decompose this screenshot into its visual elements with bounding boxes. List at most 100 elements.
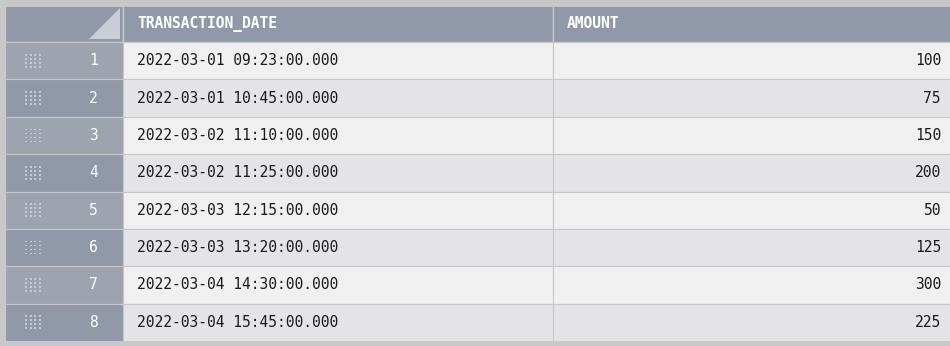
Bar <box>34 316 36 317</box>
Bar <box>26 91 28 93</box>
Text: 2022-03-02 11:25:00.000: 2022-03-02 11:25:00.000 <box>137 165 338 180</box>
Bar <box>26 207 28 209</box>
Bar <box>26 166 28 168</box>
Bar <box>29 174 31 176</box>
Bar <box>39 174 41 176</box>
Bar <box>39 319 41 321</box>
Bar <box>29 203 31 205</box>
Bar <box>26 103 28 105</box>
Bar <box>34 170 36 172</box>
Bar <box>5 304 123 341</box>
Text: 7: 7 <box>89 277 98 292</box>
Text: 125: 125 <box>915 240 941 255</box>
Bar <box>5 117 123 154</box>
Text: AMOUNT: AMOUNT <box>567 16 619 31</box>
Bar <box>123 191 553 229</box>
Bar <box>29 66 31 67</box>
Bar <box>29 290 31 292</box>
Bar <box>5 42 123 79</box>
Bar <box>26 286 28 288</box>
Text: 2022-03-04 15:45:00.000: 2022-03-04 15:45:00.000 <box>137 315 338 330</box>
Bar <box>34 253 36 254</box>
Bar <box>39 324 41 325</box>
Bar <box>39 286 41 288</box>
Bar <box>26 211 28 213</box>
Bar <box>29 95 31 97</box>
Bar <box>29 249 31 251</box>
Bar <box>553 229 950 266</box>
Text: 1: 1 <box>89 53 98 68</box>
Bar <box>553 191 950 229</box>
Text: 2022-03-02 11:10:00.000: 2022-03-02 11:10:00.000 <box>137 128 338 143</box>
Bar <box>34 140 36 142</box>
Bar <box>26 319 28 321</box>
Bar <box>39 137 41 138</box>
Bar <box>123 154 553 191</box>
Bar <box>29 91 31 93</box>
Bar <box>29 137 31 138</box>
Bar <box>34 95 36 97</box>
Bar <box>34 249 36 251</box>
Bar <box>34 241 36 243</box>
Bar <box>26 241 28 243</box>
Polygon shape <box>89 8 120 39</box>
Bar <box>34 166 36 168</box>
Bar <box>34 66 36 67</box>
Bar <box>29 245 31 246</box>
Bar <box>39 249 41 251</box>
Bar <box>34 327 36 329</box>
Text: 2: 2 <box>89 91 98 106</box>
Text: 3: 3 <box>89 128 98 143</box>
Text: 2022-03-03 12:15:00.000: 2022-03-03 12:15:00.000 <box>137 203 338 218</box>
Bar <box>29 103 31 105</box>
Bar <box>26 133 28 134</box>
Bar <box>34 290 36 292</box>
Bar <box>39 253 41 254</box>
Text: 5: 5 <box>89 203 98 218</box>
Bar <box>29 253 31 254</box>
Text: 50: 50 <box>923 203 941 218</box>
Bar <box>553 266 950 304</box>
Bar <box>34 62 36 64</box>
Bar <box>39 278 41 280</box>
Bar <box>29 319 31 321</box>
Bar <box>29 215 31 217</box>
Bar <box>39 316 41 317</box>
Bar <box>26 278 28 280</box>
Bar <box>39 95 41 97</box>
Bar <box>123 117 553 154</box>
Bar <box>39 140 41 142</box>
Bar <box>34 178 36 180</box>
Bar <box>34 282 36 284</box>
Text: 300: 300 <box>915 277 941 292</box>
Bar <box>39 58 41 60</box>
Bar <box>34 215 36 217</box>
Bar <box>39 62 41 64</box>
Text: 4: 4 <box>89 165 98 180</box>
Bar <box>26 54 28 56</box>
Bar <box>39 282 41 284</box>
Bar <box>26 137 28 138</box>
Bar <box>26 245 28 246</box>
Bar <box>29 207 31 209</box>
Text: 225: 225 <box>915 315 941 330</box>
Bar <box>26 66 28 67</box>
Bar <box>123 304 553 341</box>
Bar <box>29 58 31 60</box>
Bar <box>29 133 31 134</box>
Bar <box>26 178 28 180</box>
Bar <box>5 266 123 304</box>
Bar <box>29 166 31 168</box>
Bar <box>26 203 28 205</box>
Bar <box>34 103 36 105</box>
Text: 150: 150 <box>915 128 941 143</box>
Text: 2022-03-03 13:20:00.000: 2022-03-03 13:20:00.000 <box>137 240 338 255</box>
Bar <box>39 66 41 67</box>
Bar <box>39 207 41 209</box>
Bar <box>39 170 41 172</box>
Bar <box>29 140 31 142</box>
Bar <box>553 117 950 154</box>
Bar <box>34 99 36 101</box>
Bar <box>34 211 36 213</box>
Bar <box>26 282 28 284</box>
